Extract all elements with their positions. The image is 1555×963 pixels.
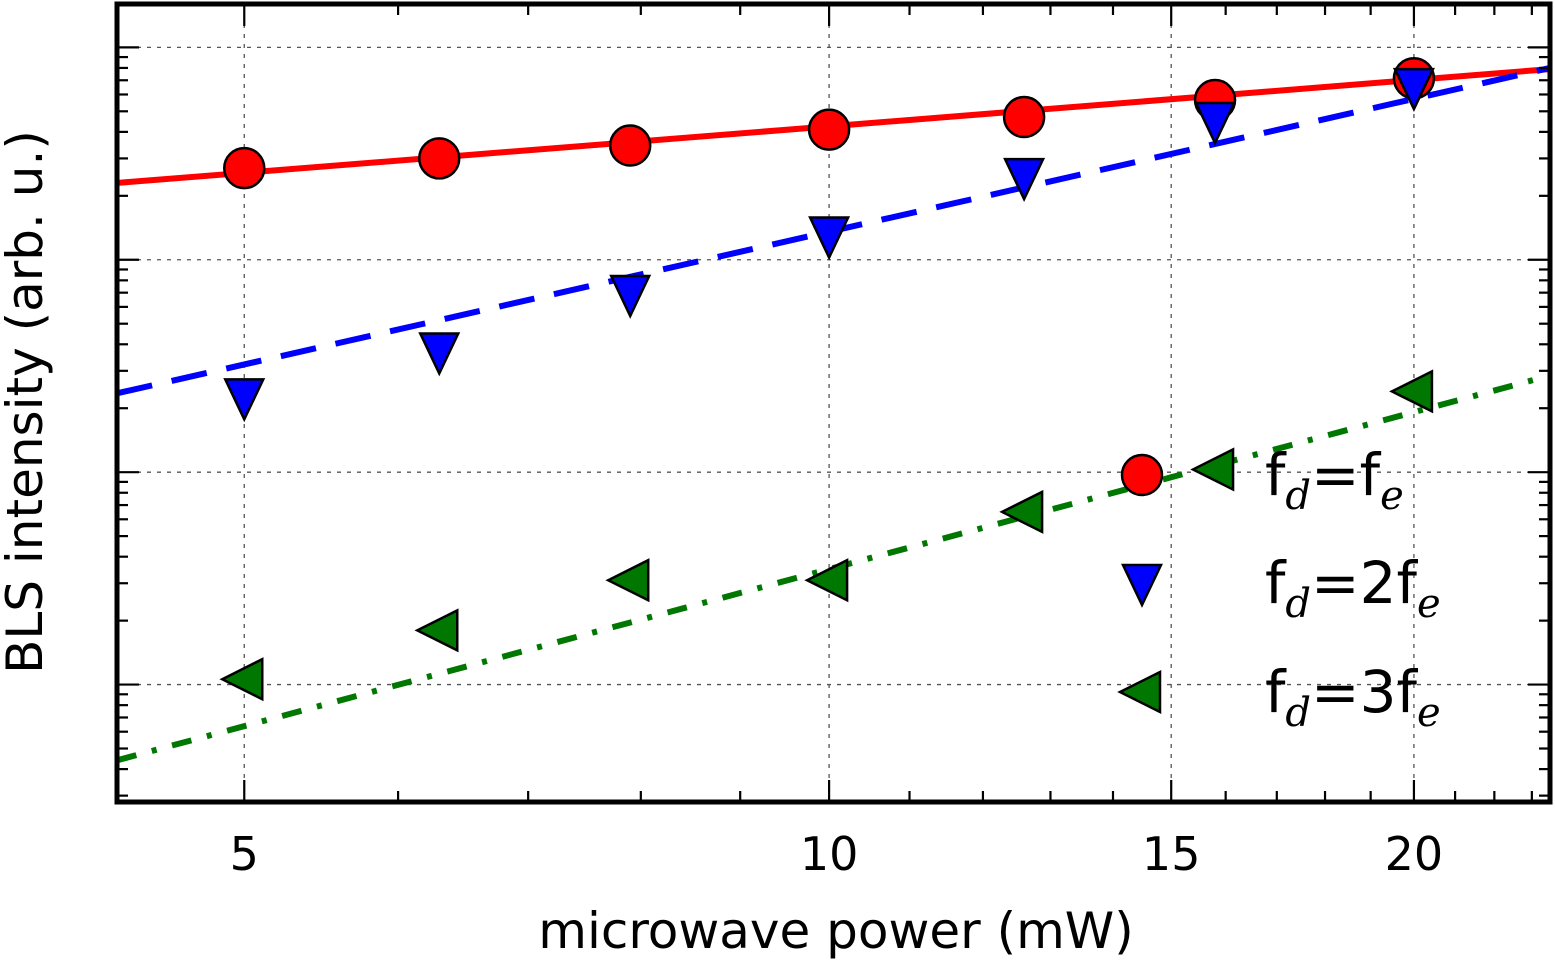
legend-marker-2 [1121,563,1163,608]
data-point-s1-2 [418,137,461,180]
legend-label-2: fd=2fe [1265,549,1441,627]
data-point-s3-6 [1190,447,1235,492]
x-tick-label: 5 [230,827,259,881]
legend-label-3: fd=3fe [1265,658,1441,736]
data-point-s3-2 [414,608,459,653]
plot-frame [114,1,1553,805]
data-point-s3-7 [1389,369,1434,414]
data-point-s2-2 [418,332,461,377]
legend-marker-3 [1117,669,1162,715]
x-axis-label: microwave power (mW) [538,902,1134,960]
x-tick-label: 20 [1385,827,1444,881]
legend-entry-3: fd=3fe [1117,658,1441,736]
data-point-s3-4 [804,558,849,603]
data-point-s2-6 [1194,101,1237,146]
legend-marker-1 [1120,453,1164,497]
data-point-s2-7 [1392,67,1435,113]
x-tick-label: 10 [800,827,859,881]
data-point-s2-3 [609,274,652,319]
data-point-s1-3 [608,124,652,167]
x-tick-label: 15 [1142,827,1201,881]
data-markers [219,57,1436,702]
legend: fd=fe fd=2fe fd=3fe [1117,441,1441,736]
data-point-s3-1 [219,657,264,702]
legend-entry-2: fd=2fe [1121,549,1441,627]
data-point-s2-1 [223,378,266,423]
data-point-s1-4 [807,108,851,151]
legend-entry-1: fd=fe [1120,441,1404,519]
data-point-s1-5 [1002,95,1046,139]
data-point-s1-1 [223,146,266,190]
fit-lines [116,65,1551,764]
data-point-s2-4 [808,216,851,261]
x-tick-labels: 5 10 15 20 [230,827,1444,881]
data-point-s3-5 [999,489,1044,534]
data-point-s3-3 [605,558,650,603]
data-point-s2-5 [1003,157,1046,203]
legend-label-1: fd=fe [1265,441,1404,519]
y-axis-label: BLS intensity (arb. u.) [0,130,54,674]
